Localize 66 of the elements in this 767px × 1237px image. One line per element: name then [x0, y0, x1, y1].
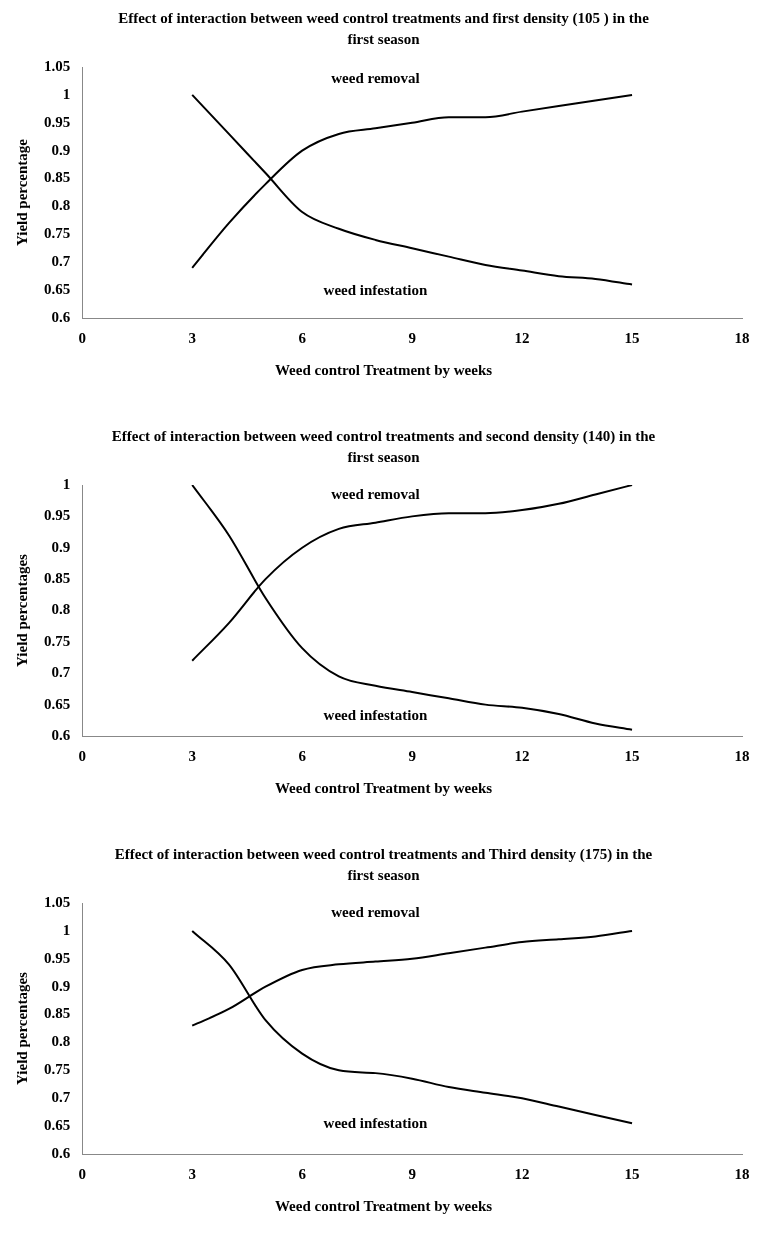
- y-tick-label: 0.85: [44, 570, 71, 586]
- y-tick-label: 1.05: [44, 57, 71, 74]
- x-tick-label: 15: [624, 329, 640, 346]
- chart-title: Effect of interaction between weed control treatments and second density (140) in the first season: [110, 427, 657, 467]
- text: weed removal: [331, 70, 420, 87]
- y-tick-label: 0.8: [51, 601, 71, 618]
- y-tick-label: 0.6: [51, 308, 71, 325]
- x-tick-label: 0: [78, 329, 86, 346]
- x-tick-label: 0: [78, 747, 86, 764]
- series-label: weed infestation: [323, 281, 428, 298]
- y-tick-label: 0.75: [44, 632, 71, 649]
- y-tick-label: 0.9: [51, 977, 71, 994]
- y-tick-label: 0.9: [51, 141, 71, 158]
- x-tick-label: 18: [734, 329, 750, 346]
- series-label: weed infestation: [323, 707, 428, 723]
- x-tick-label: 15: [624, 1165, 640, 1182]
- x-tick-label: 15: [624, 747, 640, 764]
- y-axis-title: Yield percentage: [13, 138, 30, 247]
- y-tick-label: 0.6: [51, 726, 71, 743]
- y-tick-label: 1: [62, 85, 71, 102]
- y-tick-label: 0.85: [44, 169, 71, 186]
- y-tick-label: 0.95: [44, 113, 71, 130]
- y-tick-label: 0.65: [44, 280, 71, 297]
- y-tick-label: 0.7: [51, 253, 71, 270]
- chart-title: Effect of interaction between weed control treatments and Third density (175) in the first season: [113, 845, 654, 885]
- line-series: [191, 485, 634, 731]
- x-tick-label: 3: [188, 329, 196, 346]
- x-tick-label: 12: [514, 1165, 530, 1182]
- y-tick-label: 1: [62, 921, 71, 938]
- x-tick-label: 6: [298, 1165, 307, 1182]
- x-tick-label: 9: [408, 329, 416, 346]
- y-tick-label: 0.7: [51, 664, 71, 681]
- y-tick-label: 0.95: [44, 949, 71, 966]
- y-tick-label: 0.7: [51, 1089, 71, 1106]
- x-tick-label: 18: [734, 1165, 750, 1182]
- y-axis-title: Yield percentages: [13, 971, 30, 1085]
- x-tick-label: 3: [188, 1165, 196, 1182]
- x-tick-label: 0: [78, 1165, 86, 1182]
- series-label: weed removal: [331, 486, 420, 502]
- y-tick-label: 0.75: [44, 225, 71, 242]
- y-tick-label: 0.8: [51, 1033, 71, 1050]
- x-tick-label: 9: [408, 1165, 416, 1182]
- y-tick-label: 1.05: [44, 893, 71, 910]
- x-tick-label: 6: [298, 329, 307, 346]
- x-tick-label: 12: [514, 747, 530, 764]
- text: weed infestation: [323, 1115, 428, 1132]
- x-axis-title: Weed control Treatment by weeks: [273, 1198, 494, 1215]
- y-tick-label: 0.8: [51, 197, 71, 214]
- y-tick-label: 0.65: [44, 695, 71, 712]
- x-tick-label: 12: [514, 329, 530, 346]
- y-tick-label: 0.95: [44, 507, 71, 524]
- x-axis-title: Weed control Treatment by weeks: [273, 780, 494, 797]
- y-axis-title: Yield percentages: [13, 553, 30, 667]
- y-tick-label: 0.6: [51, 1144, 71, 1161]
- x-tick-label: 6: [298, 747, 307, 764]
- x-axis-title: Weed control Treatment by weeks: [273, 362, 494, 379]
- y-tick-label: 0.85: [44, 1005, 71, 1022]
- y-tick-label: 1: [62, 475, 71, 492]
- y-tick-label: 0.75: [44, 1061, 71, 1078]
- y-tick-label: 0.65: [44, 1116, 71, 1133]
- y-tick-label: 0.9: [51, 538, 71, 555]
- text: weed removal: [331, 904, 420, 920]
- x-tick-label: 9: [408, 747, 416, 764]
- x-tick-label: 3: [188, 747, 196, 764]
- x-tick-label: 18: [734, 747, 750, 764]
- chart-title: Effect of interaction between weed control treatments and first density (105 ) in the first season: [117, 9, 650, 49]
